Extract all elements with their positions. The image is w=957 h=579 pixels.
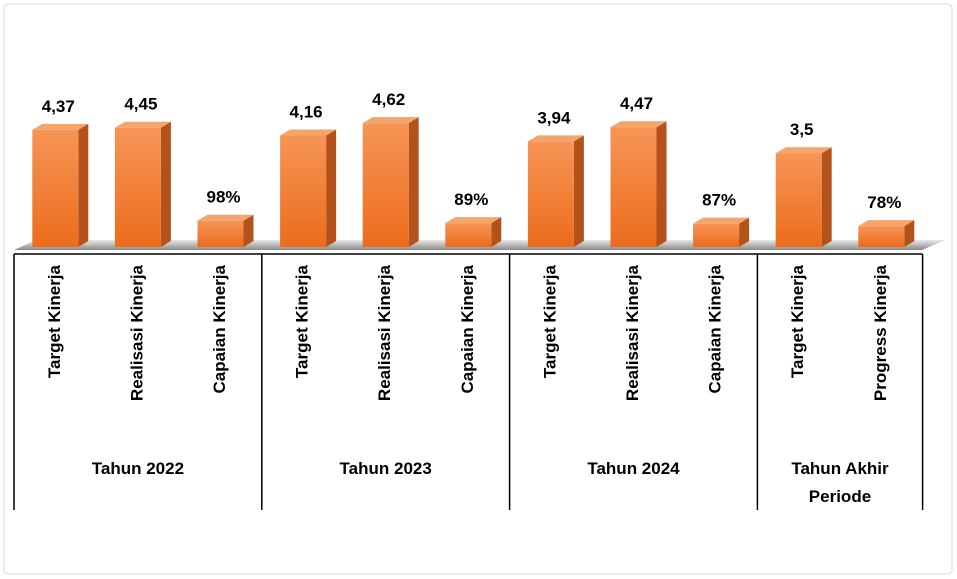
bar-top <box>114 121 171 128</box>
bar-side <box>739 217 750 247</box>
category-label: Capaian Kinerja <box>706 264 725 393</box>
bar-top <box>197 214 254 221</box>
category-label: Realisasi Kinerja <box>623 264 642 401</box>
value-label: 87% <box>702 191 736 210</box>
value-label: 98% <box>206 188 240 207</box>
category-label: Capaian Kinerja <box>458 264 477 393</box>
bar-side <box>160 121 171 247</box>
bar-front <box>445 223 492 247</box>
value-label: 4,37 <box>42 97 75 116</box>
bar <box>32 123 89 247</box>
category-label: Realisasi Kinerja <box>375 264 394 401</box>
category-label: Target Kinerja <box>540 264 559 378</box>
value-label: 89% <box>454 190 488 209</box>
bar-top <box>775 147 832 154</box>
bar-side <box>573 135 584 247</box>
bar-front <box>693 223 740 247</box>
value-label: 4,45 <box>124 95 157 114</box>
category-label: Target Kinerja <box>293 264 312 378</box>
bar-top <box>693 217 750 224</box>
value-label: 4,62 <box>372 90 405 109</box>
bar-front <box>114 127 161 247</box>
bar <box>280 129 337 247</box>
bar-front <box>197 220 244 247</box>
bar-top <box>527 135 584 142</box>
value-label: 3,5 <box>790 120 814 139</box>
value-label: 78% <box>867 193 901 212</box>
group-label: Tahun 2023 <box>339 459 432 478</box>
category-label: Capaian Kinerja <box>210 264 229 393</box>
bar-front <box>362 123 409 247</box>
bar-front <box>775 153 822 247</box>
bar-top <box>610 121 667 128</box>
bar <box>362 117 419 248</box>
bar <box>693 217 750 247</box>
bar-top <box>858 220 915 227</box>
frame <box>3 3 953 575</box>
group-label: Tahun 2022 <box>91 459 185 478</box>
bar <box>610 121 667 247</box>
category-label: Realisasi Kinerja <box>127 264 146 401</box>
bar <box>445 217 502 247</box>
group-label: Tahun 2024 <box>587 459 680 478</box>
bar-side <box>326 129 337 247</box>
bar-side <box>491 217 502 247</box>
bar-side <box>408 117 419 248</box>
bar-side <box>904 220 915 247</box>
value-label: 3,94 <box>537 108 571 127</box>
category-label: Progress Kinerja <box>871 264 890 401</box>
bar <box>775 147 832 247</box>
bar-top <box>280 129 337 136</box>
bar-front <box>610 127 657 247</box>
bar-top <box>32 123 89 130</box>
bar <box>858 220 915 247</box>
value-label: 4,47 <box>620 94 653 113</box>
bar <box>527 135 584 247</box>
bar-side <box>243 214 254 247</box>
bar <box>114 121 171 247</box>
bar-front <box>280 135 327 247</box>
category-label: Target Kinerja <box>788 264 807 378</box>
bar-front <box>858 226 905 247</box>
bar-side <box>78 123 89 247</box>
bar-top <box>362 117 419 124</box>
bar-side <box>821 147 832 247</box>
bar-top <box>445 217 502 224</box>
bar-side <box>656 121 667 247</box>
group-label: Tahun Akhir Periode <box>791 459 889 506</box>
bar-front <box>32 129 79 247</box>
category-label: Target Kinerja <box>45 264 64 378</box>
bar-front <box>527 141 574 247</box>
bar <box>197 214 254 247</box>
value-label: 4,16 <box>290 103 323 122</box>
